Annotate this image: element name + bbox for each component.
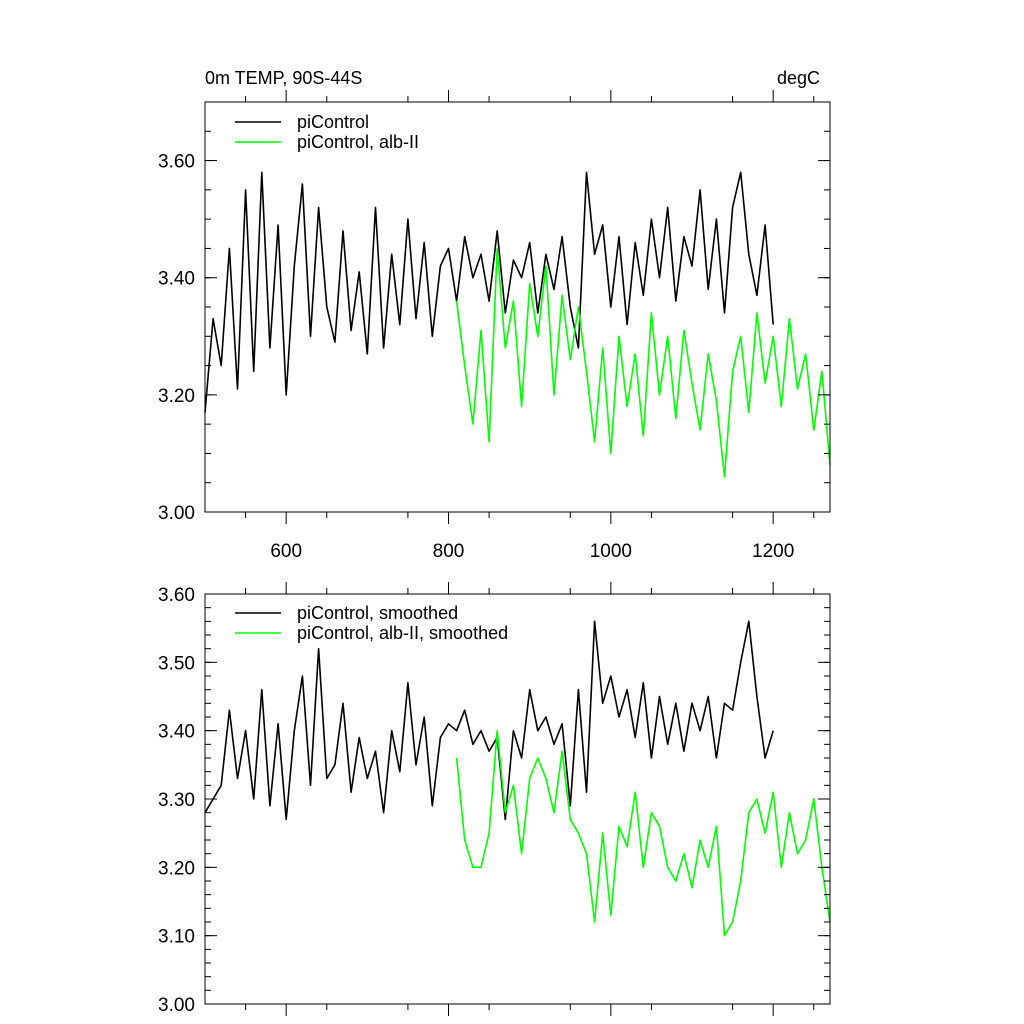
top-title: 0m TEMP, 90S-44S: [205, 68, 362, 88]
legend-label-picontrol-alb-ii: piControl, alb-II: [297, 132, 419, 152]
bottom-y-tick-label: 3.50: [158, 653, 195, 674]
bottom-y-tick-label: 3.60: [158, 585, 195, 606]
bottom-y-tick-label: 3.20: [158, 858, 195, 879]
top-y-tick-label: 3.00: [158, 503, 195, 524]
top-x-tick-label: 800: [433, 541, 465, 562]
legend-label-picontrol-alb-ii-smoothed: piControl, alb-II, smoothed: [297, 623, 508, 643]
top-x-tick-label: 1000: [590, 541, 632, 562]
top-series-group: [204, 171, 831, 478]
bottom-series-line-picontrol-smoothed: [204, 620, 774, 821]
top-panel: 0m TEMP, 90S-44S degC 3.00 3.20 3.40 3.60 60…: [158, 68, 831, 562]
bottom-panel: 3.00 3.10 3.20 3.30 3.40 3.50 3.60 piControl, …: [158, 582, 831, 1016]
bottom-plot-frame: [204, 593, 831, 1005]
bottom-y-tick-label: 3.40: [158, 722, 195, 743]
bottom-ticks-group: 3.00 3.10 3.20 3.30 3.40 3.50 3.60: [158, 582, 830, 1016]
top-ticks-group: 3.00 3.20 3.40 3.60 600 800 1000 1200: [158, 90, 830, 562]
top-series-line-picontrol-alb-ii: [455, 247, 831, 478]
bottom-y-tick-label: 3.30: [158, 790, 195, 811]
top-x-tick-label: 600: [270, 541, 302, 562]
top-y-tick-label: 3.40: [158, 269, 195, 290]
top-series-line-picontrol: [204, 171, 774, 413]
bottom-series-line-picontrol-alb-ii-smoothed: [455, 729, 831, 937]
top-units: degC: [777, 68, 820, 88]
top-y-tick-label: 3.20: [158, 386, 195, 407]
bottom-y-tick-label: 3.10: [158, 927, 195, 948]
bottom-series-group: [204, 620, 831, 937]
top-plot-frame: [204, 101, 831, 513]
legend-label-picontrol: piControl: [297, 112, 369, 132]
bottom-y-tick-label: 3.00: [158, 995, 195, 1016]
bottom-legend: piControl, smoothed piControl, alb-II, s…: [235, 603, 508, 643]
top-x-tick-label: 1200: [752, 541, 794, 562]
top-y-tick-label: 3.60: [158, 152, 195, 173]
legend-label-picontrol-smoothed: piControl, smoothed: [297, 603, 458, 623]
top-legend: piControl piControl, alb-II: [235, 112, 419, 152]
